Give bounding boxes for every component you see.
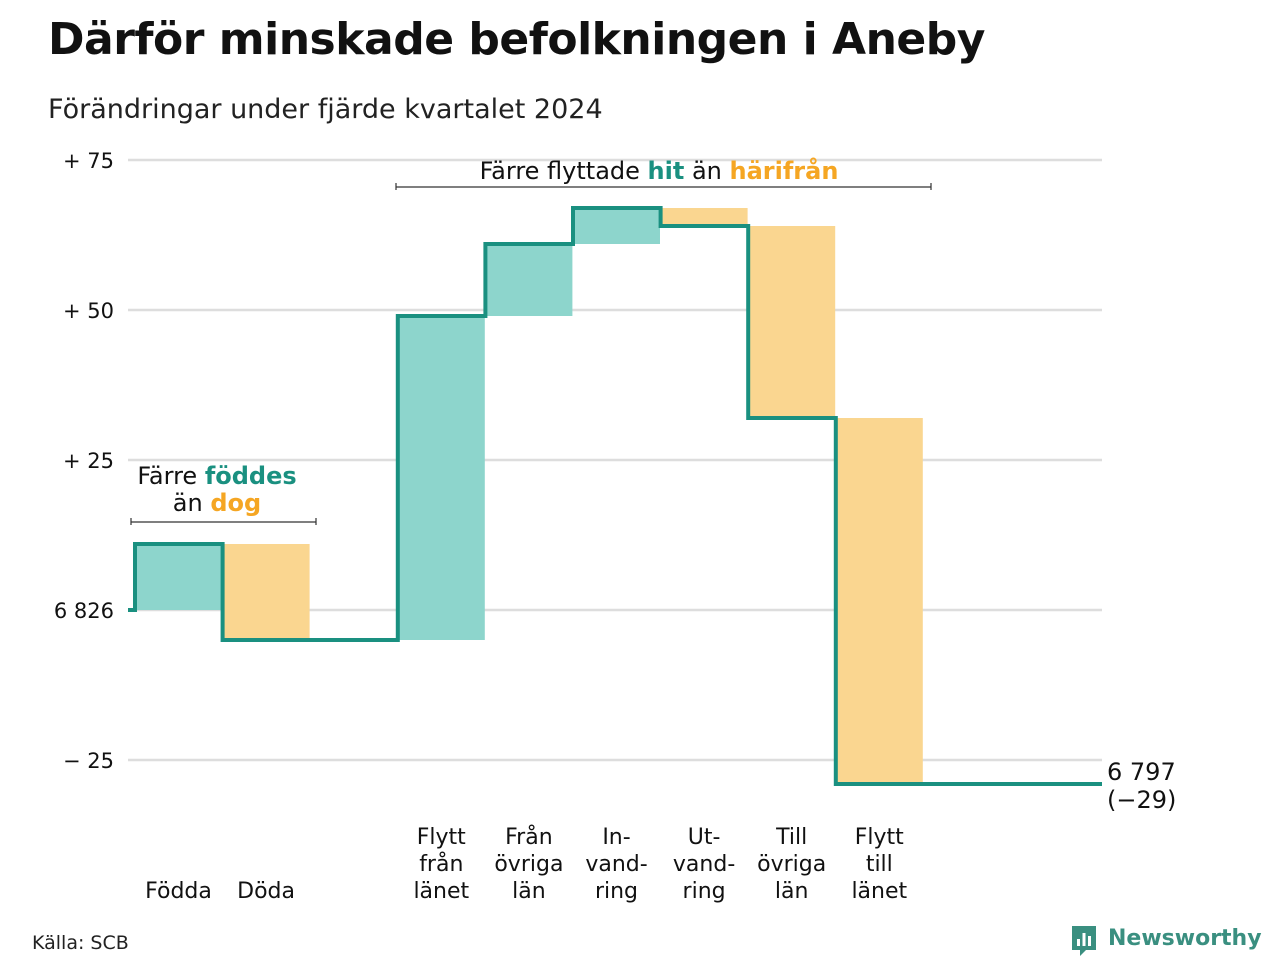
waterfall-bar: [748, 226, 836, 418]
category-label: Ut-: [688, 825, 721, 850]
category-label: ring: [595, 879, 638, 904]
chart-title: Därför minskade befolkningen i Aneby: [48, 14, 985, 65]
newsworthy-logo: Newsworthy: [1070, 924, 1262, 960]
end-value-label: 6 797: [1107, 758, 1176, 786]
waterfall-chart: + 75+ 50+ 256 826− 25 Födda DödaFlyttfrån…: [54, 149, 1177, 904]
y-tick-label: + 25: [63, 449, 114, 473]
births-annotation-highlight2: dog: [210, 489, 261, 517]
category-label: ring: [683, 879, 726, 904]
category-label: Födda: [145, 879, 212, 904]
waterfall-bar: [835, 418, 923, 784]
x-axis: Födda DödaFlyttfrånlänetFrånövrigalänIn-v…: [145, 824, 907, 904]
births-annotation-line2: än dog: [173, 489, 261, 517]
waterfall-bar: [573, 208, 660, 244]
category-label: län: [775, 879, 809, 904]
migration-bracket: [395, 183, 932, 190]
end-change-label: (−29): [1107, 786, 1176, 814]
waterfall-bar: [222, 544, 310, 640]
y-tick-label: + 75: [63, 149, 114, 173]
running-total-path: [128, 206, 1102, 786]
migration-annotation-highlight-out: härifrån: [730, 156, 839, 185]
births-annotation: Färre föddes än dog: [130, 462, 317, 525]
category-label: Till: [775, 825, 807, 850]
migration-annotation-mid: än: [684, 157, 729, 185]
category-label: vand-: [585, 852, 647, 877]
category-label: övriga: [757, 852, 826, 877]
newsworthy-logo-text: Newsworthy: [1108, 926, 1262, 951]
category-label: vand-: [673, 852, 735, 877]
y-tick-label: − 25: [63, 749, 114, 773]
category-label: Flytt: [417, 825, 466, 850]
gridlines: [128, 158, 1102, 762]
source-note: Källa: SCB: [32, 932, 129, 954]
waterfall-bar: [660, 208, 748, 226]
y-tick-label: + 50: [63, 299, 114, 323]
category-label: län: [512, 879, 546, 904]
category-label: länet: [851, 879, 907, 904]
births-annotation-text: Färre: [137, 462, 205, 490]
migration-annotation: Färre flyttade hit än härifrån: [395, 156, 932, 190]
migration-annotation-highlight-in: hit: [648, 157, 685, 185]
migration-annotation-pre: Färre flyttade: [480, 157, 648, 185]
category-label: Flytt: [855, 825, 904, 850]
y-tick-label: 6 826: [54, 599, 114, 623]
category-label: Döda: [237, 879, 295, 904]
births-annotation-text2: än: [173, 489, 211, 517]
category-label: från: [419, 851, 463, 877]
births-bracket: [130, 518, 317, 525]
y-axis: + 75 + 50 + 25 6 826 − 25: [54, 149, 114, 773]
waterfall-bar: [135, 544, 222, 610]
category-label: länet: [413, 879, 469, 904]
category-label: övriga: [494, 852, 563, 877]
births-annotation-line1: Färre föddes: [137, 462, 296, 490]
births-annotation-highlight: föddes: [205, 462, 297, 490]
category-label: till: [866, 852, 893, 877]
newsworthy-logo-icon: [1072, 926, 1096, 956]
category-label: In-: [602, 825, 630, 850]
waterfall-bar: [397, 316, 485, 640]
category-label: Från: [505, 824, 553, 850]
chart-subtitle: Förändringar under fjärde kvartalet 2024: [48, 94, 603, 125]
running-total-line: [128, 206, 1102, 786]
migration-annotation-text: Färre flyttade hit än härifrån: [480, 156, 839, 185]
waterfall-bar: [485, 244, 573, 316]
bars: [135, 208, 923, 784]
